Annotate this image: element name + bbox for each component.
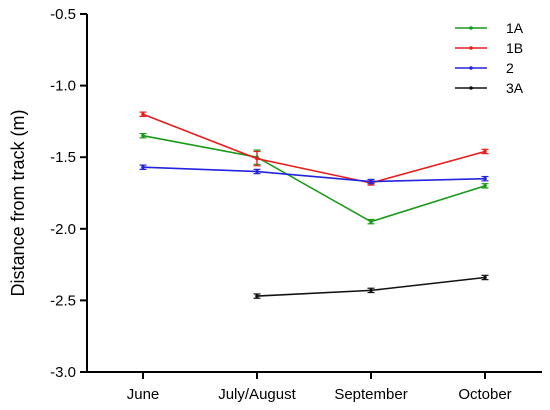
- y-tick-label: -1.5: [50, 149, 76, 166]
- y-tick-label: -2.0: [50, 221, 76, 238]
- series-line: [142, 134, 486, 223]
- data-point: [369, 288, 373, 293]
- y-tick-label: -0.5: [50, 6, 76, 23]
- legend-marker: [469, 66, 473, 70]
- series-1B: [139, 111, 489, 186]
- legend-marker: [469, 46, 473, 50]
- data-point: [141, 133, 145, 138]
- data-point: [483, 176, 487, 181]
- series-layer: [139, 111, 489, 299]
- y-tick-label: -1.0: [50, 78, 76, 95]
- x-tick-label: September: [334, 386, 407, 403]
- series-line: [256, 276, 486, 297]
- axes: -0.5 -1.0 -1.5 -2.0 -2.5 -3.0 June July/August S…: [50, 6, 542, 403]
- data-point: [141, 112, 145, 117]
- data-point: [483, 275, 487, 280]
- data-point: [255, 294, 259, 298]
- legend-label: 2: [506, 60, 514, 76]
- series-2: [139, 164, 489, 185]
- legend-label: 1A: [506, 20, 524, 36]
- data-point: [255, 156, 259, 161]
- x-tick-label: October: [458, 386, 511, 403]
- series-1A: [139, 132, 489, 225]
- x-tick-label: June: [127, 386, 160, 403]
- data-point: [483, 184, 487, 188]
- legend-item: 1A: [455, 20, 524, 36]
- legend-label: 3A: [506, 80, 524, 96]
- legend-item: 3A: [455, 80, 524, 96]
- legend-item: 1B: [455, 40, 523, 56]
- y-axis-title: Distance from track (m): [8, 109, 28, 296]
- legend-marker: [469, 86, 473, 90]
- legend: 1A 1B 2 3A: [455, 20, 524, 96]
- series-3A: [253, 274, 489, 299]
- data-point: [483, 149, 487, 154]
- legend-marker: [469, 26, 473, 30]
- data-point: [369, 179, 373, 184]
- y-tick-label: -3.0: [50, 364, 76, 381]
- y-tick-label: -2.5: [50, 292, 76, 309]
- data-point: [255, 169, 259, 174]
- legend-label: 1B: [506, 40, 523, 56]
- legend-item: 2: [455, 60, 514, 76]
- series-line: [142, 166, 486, 183]
- x-tick-label: July/August: [218, 386, 296, 403]
- series-line: [142, 113, 486, 184]
- data-point: [141, 165, 145, 170]
- data-point: [369, 219, 373, 224]
